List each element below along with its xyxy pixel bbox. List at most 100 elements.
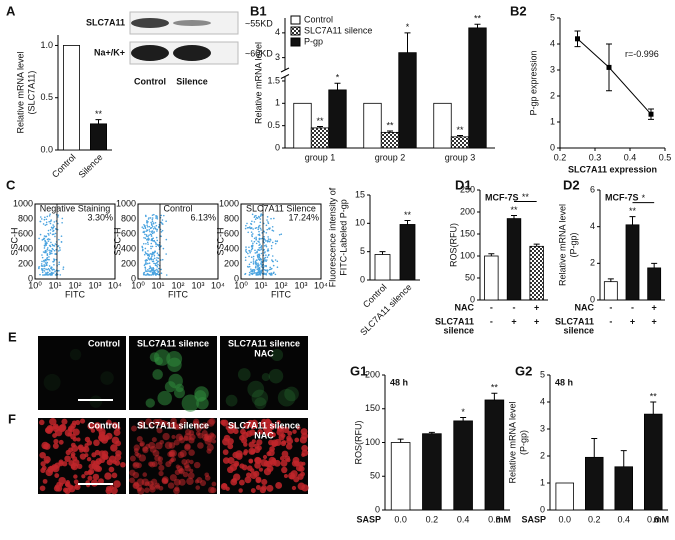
flow-dot <box>254 260 257 263</box>
flow-dot <box>265 265 267 267</box>
bar <box>453 420 473 511</box>
cell <box>199 480 207 487</box>
flow-dot <box>52 244 55 247</box>
flow-dot <box>266 216 269 218</box>
flow-x-label: FITC <box>65 289 85 299</box>
cell <box>170 421 177 429</box>
cell <box>43 373 61 391</box>
flow-dot <box>153 213 155 216</box>
cell <box>255 476 262 483</box>
flow-dot <box>142 242 145 245</box>
flow-dot <box>157 267 160 270</box>
y-tick-label: 1 <box>540 477 545 487</box>
cell <box>249 429 256 436</box>
cell <box>271 441 278 448</box>
bar <box>380 131 400 149</box>
cell <box>159 439 164 445</box>
flow-dot <box>144 233 146 236</box>
cell <box>268 456 276 465</box>
flow-dot <box>150 245 152 248</box>
flow-dot <box>47 240 50 242</box>
flow-dot <box>154 222 157 224</box>
flow-dot <box>143 273 145 276</box>
y-tick-label: 150 <box>460 228 475 238</box>
significance: ** <box>316 116 324 126</box>
significance: ** <box>650 391 658 401</box>
flow-dot <box>144 237 147 239</box>
flow-dot <box>162 247 165 250</box>
significance: ** <box>491 383 499 393</box>
y-tick-label: 5 <box>540 369 545 379</box>
cell <box>181 459 188 465</box>
flow-dot <box>265 240 267 242</box>
flow-dot <box>41 254 43 256</box>
cell <box>246 472 252 478</box>
y-axis-label: (SLC7A11) <box>26 71 36 115</box>
flow-y-label: SSC-H <box>215 227 225 255</box>
flow-dot <box>260 270 263 273</box>
flow-dot <box>61 221 63 224</box>
flow-dot <box>148 229 151 231</box>
flow-dot <box>45 263 48 265</box>
x-tick-label: 0.8 <box>488 514 501 524</box>
cell <box>54 428 63 437</box>
flow-dot <box>250 261 252 264</box>
panel-label: G2 <box>515 363 532 378</box>
cell <box>206 443 214 452</box>
bar <box>433 102 452 149</box>
flow-dot <box>145 230 147 233</box>
flow-dot <box>245 246 247 248</box>
flow-dot <box>145 261 147 264</box>
flow-dot <box>40 218 43 220</box>
cell <box>169 474 177 482</box>
flow-dot <box>259 243 261 246</box>
flow-dot <box>147 250 149 252</box>
flow-dot <box>255 259 258 261</box>
lane-label: Silence <box>176 76 208 86</box>
flow-x-tick: 10¹ <box>254 280 267 290</box>
cell <box>271 348 284 361</box>
cell <box>280 440 287 447</box>
condition-name: SLC7A11 <box>435 316 474 326</box>
flow-dot <box>267 221 269 223</box>
flow-dot <box>160 268 162 271</box>
flow-dot <box>144 247 147 250</box>
flow-dot <box>51 269 54 271</box>
flow-dot <box>263 260 265 263</box>
flow-dot <box>149 227 152 230</box>
cell <box>171 434 176 439</box>
y-axis-label: Relative mRNA level <box>507 401 517 483</box>
flow-dot <box>253 272 255 274</box>
flow-dot <box>45 218 48 221</box>
cell <box>157 460 163 466</box>
x-tick-label: 0.2 <box>426 514 439 524</box>
flow-dot <box>276 266 279 268</box>
micrograph: Control <box>38 417 126 495</box>
flow-dot <box>48 249 50 252</box>
cell <box>65 449 71 456</box>
flow-dot <box>157 254 160 256</box>
inner-title: 48 h <box>390 377 408 387</box>
bar <box>644 413 663 511</box>
flow-dot <box>254 218 257 221</box>
flow-y-tick: 400 <box>121 243 136 253</box>
cell <box>98 433 106 442</box>
flow-dot <box>59 274 62 276</box>
cell <box>181 394 200 412</box>
flow-dot <box>248 255 250 258</box>
flow-dot <box>269 239 272 241</box>
flow-dot <box>244 272 247 275</box>
legend-swatch <box>290 37 301 47</box>
cell <box>58 482 64 487</box>
flow-dot <box>256 250 258 253</box>
flow-dot <box>148 238 150 240</box>
flow-dot <box>244 250 247 252</box>
y-axis-label: Relative mRNA level <box>15 51 25 133</box>
flow-dot <box>254 252 257 254</box>
cell <box>168 459 173 464</box>
error-bar <box>620 450 627 467</box>
flow-dot <box>60 241 63 243</box>
x-tick-label: 0.0 <box>394 514 407 524</box>
inner-title: MCF-7S <box>605 192 639 202</box>
flow-dot <box>254 266 257 269</box>
